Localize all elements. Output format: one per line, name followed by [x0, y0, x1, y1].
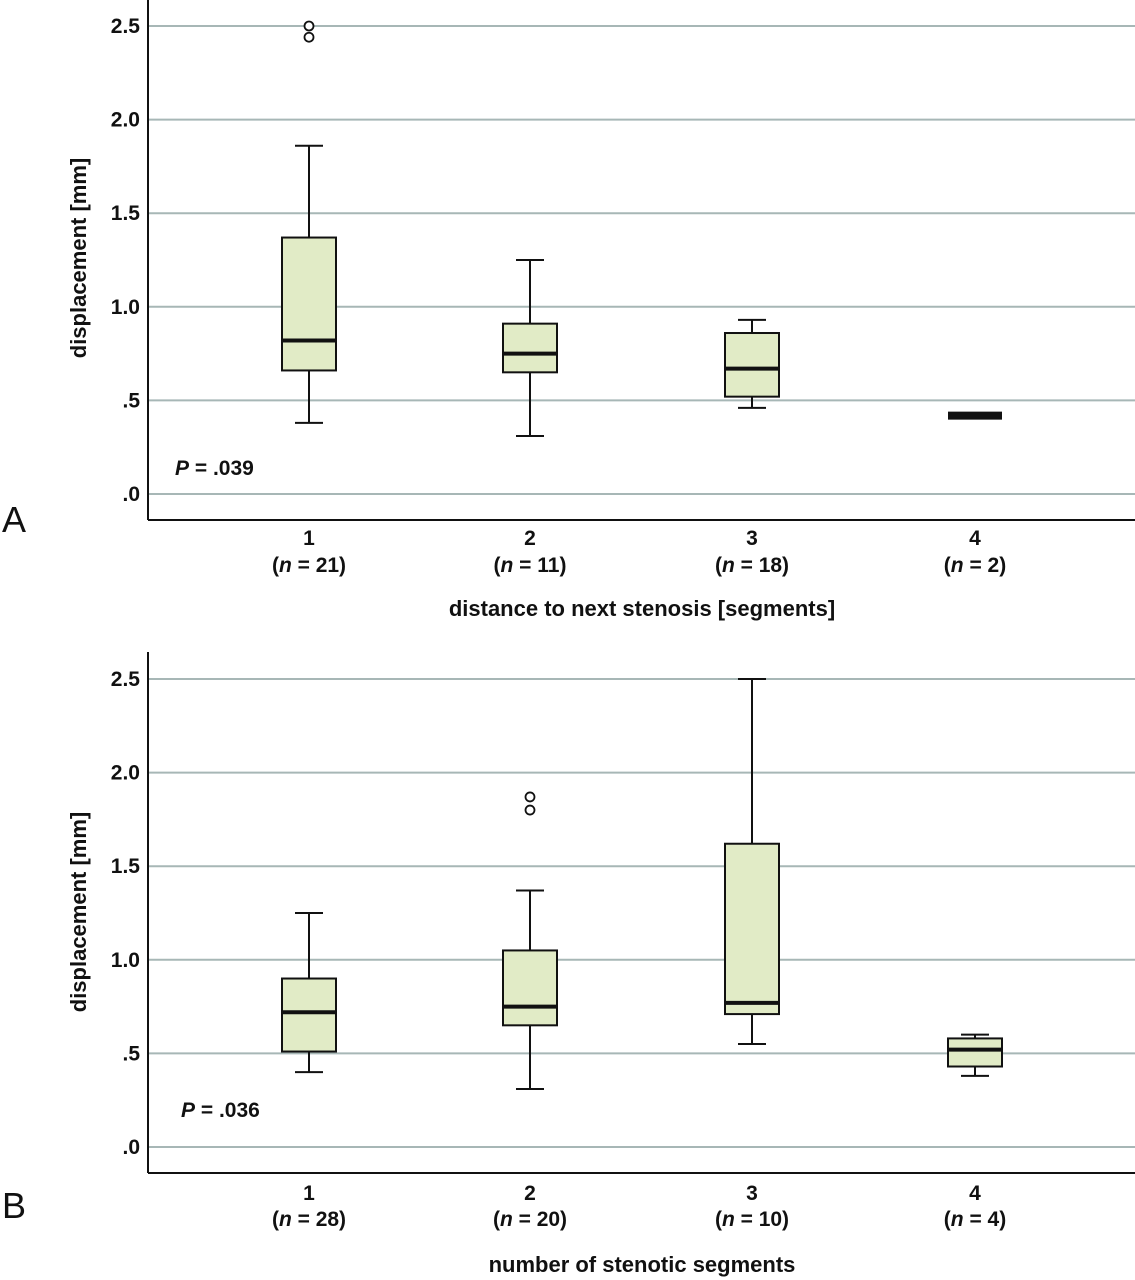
sample-size-label: (n = 20)	[493, 1208, 567, 1231]
y-tick-label: 2.5	[111, 15, 141, 38]
box-1	[281, 20, 337, 424]
y-tick-label: .5	[122, 1042, 140, 1065]
box-1	[281, 912, 337, 1074]
y-axis-title: displacement [mm]	[66, 158, 91, 359]
y-tick-label: 2.0	[111, 762, 140, 785]
sample-size-label: (n = 21)	[272, 554, 346, 577]
y-tick-label: 2.0	[111, 109, 140, 132]
chart-panel-A: .0 .5 1.0 1.5 2.0 2.5 displacement [mm] distanc…	[2, 0, 1135, 621]
p-value-label: P = .036	[181, 1099, 260, 1122]
y-axis-title: displacement [mm]	[66, 812, 91, 1013]
chart-panel-B: .0 .5 1.0 1.5 2.0 2.5 displacement [mm] number …	[2, 652, 1135, 1277]
sample-size-label: (n = 28)	[272, 1208, 346, 1231]
panel-letter: A	[2, 499, 26, 540]
box-body	[724, 332, 780, 398]
outlier-point	[303, 31, 315, 43]
x-tick-label: 3	[746, 527, 758, 550]
sample-size-label: (n = 11)	[494, 554, 567, 577]
box-3	[724, 678, 780, 1046]
outlier-point	[524, 804, 536, 816]
y-tick-label: .0	[122, 483, 140, 506]
panel-letter: B	[2, 1185, 26, 1226]
y-tick-label: 1.0	[111, 296, 140, 319]
x-tick-label: 4	[969, 527, 981, 550]
sample-size-label: (n = 18)	[715, 554, 789, 577]
box-body	[724, 842, 780, 1016]
box-body	[502, 322, 558, 374]
y-tick-label: 1.5	[111, 855, 141, 878]
box-2	[502, 791, 558, 1090]
box-3	[724, 318, 780, 409]
box-4	[947, 1033, 1003, 1077]
x-tick-label: 1	[303, 527, 315, 550]
box-body	[281, 977, 337, 1053]
y-tick-label: 1.5	[111, 202, 141, 225]
y-tick-label: .5	[122, 389, 140, 412]
x-axis-title: number of stenotic segments	[489, 1252, 796, 1277]
p-value-label: P = .039	[175, 457, 254, 480]
sample-size-label: (n = 2)	[944, 554, 1006, 577]
x-tick-label: 2	[524, 527, 536, 550]
y-tick-label: .0	[122, 1136, 140, 1159]
y-tick-label: 2.5	[111, 668, 141, 691]
x-tick-label: 3	[746, 1182, 758, 1205]
x-tick-label: 2	[524, 1182, 536, 1205]
x-axis-title: distance to next stenosis [segments]	[449, 596, 835, 621]
sample-size-label: (n = 10)	[715, 1208, 789, 1231]
box-body	[281, 236, 337, 372]
box-4	[948, 411, 1002, 420]
box-2	[502, 259, 558, 437]
y-tick-label: 1.0	[111, 949, 140, 972]
x-tick-label: 1	[303, 1182, 315, 1205]
box-body	[947, 1037, 1003, 1068]
x-tick-label: 4	[969, 1182, 981, 1205]
box-body	[502, 949, 558, 1027]
box-body	[948, 411, 1002, 420]
outlier-point	[303, 20, 315, 32]
sample-size-label: (n = 4)	[944, 1208, 1006, 1231]
outlier-point	[524, 791, 536, 803]
